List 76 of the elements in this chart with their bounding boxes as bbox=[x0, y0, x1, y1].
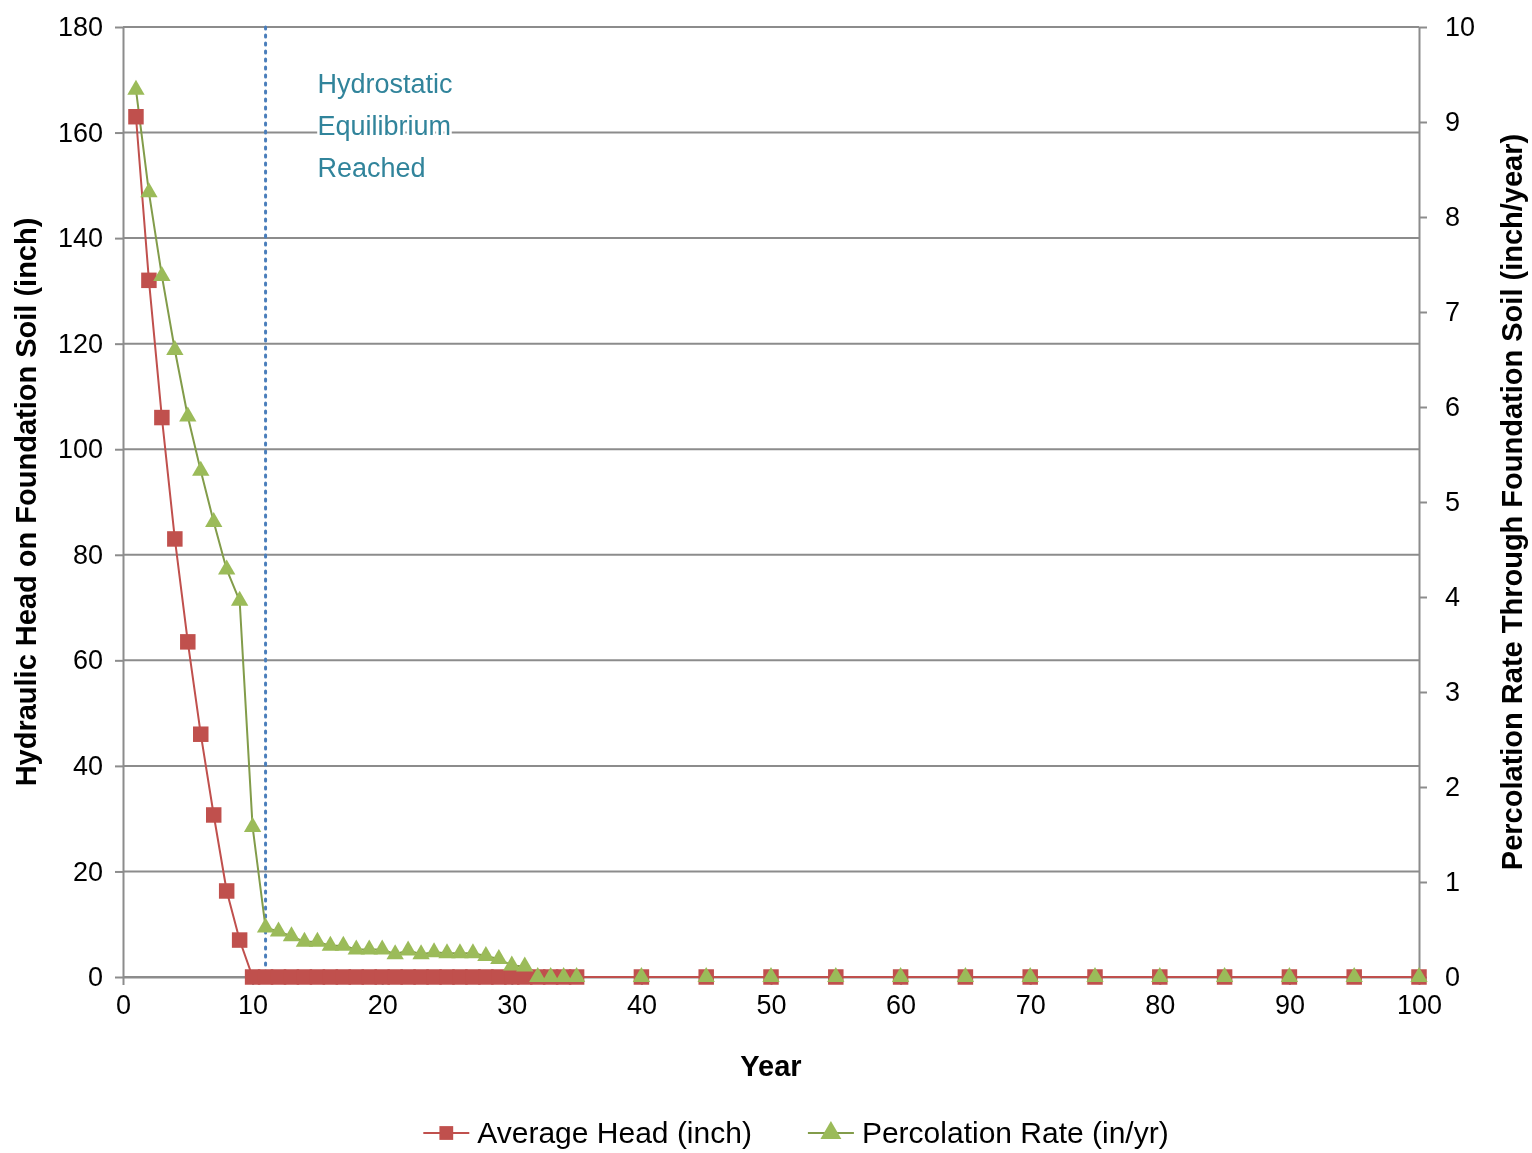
point bbox=[140, 182, 158, 198]
x-tick-label: 50 bbox=[756, 990, 787, 1021]
point bbox=[141, 272, 157, 289]
point bbox=[295, 931, 314, 947]
point bbox=[218, 883, 235, 899]
y2-axis-title: Percolation Rate Through Foundation Soil (inch/year) bbox=[1496, 133, 1528, 871]
y2-tick-label: 2 bbox=[1445, 772, 1461, 803]
x-tick-label: 10 bbox=[238, 990, 269, 1021]
y2-tick-label: 3 bbox=[1445, 677, 1461, 708]
point bbox=[154, 409, 170, 426]
y2-tick-label: 4 bbox=[1445, 582, 1461, 613]
point bbox=[321, 935, 340, 951]
point bbox=[464, 943, 482, 959]
point bbox=[205, 511, 223, 527]
legend-label: Percolation Rate (in/yr) bbox=[861, 1116, 1169, 1149]
point bbox=[334, 935, 352, 951]
y-tick-label: 180 bbox=[57, 12, 103, 43]
y-tick-label: 100 bbox=[57, 434, 103, 465]
y2-tick-label: 8 bbox=[1445, 202, 1461, 233]
y2-tick-label: 6 bbox=[1445, 392, 1461, 423]
point bbox=[127, 79, 145, 95]
x-tick-label: 80 bbox=[1145, 990, 1176, 1021]
x-tick-label: 20 bbox=[367, 990, 398, 1021]
point bbox=[205, 807, 222, 823]
x-tick-label: 30 bbox=[497, 990, 528, 1021]
y2-tick-label: 7 bbox=[1445, 297, 1461, 328]
x-tick-label: 70 bbox=[1015, 990, 1046, 1021]
point bbox=[503, 955, 521, 971]
x-tick-label: 90 bbox=[1274, 990, 1305, 1021]
legend-label: Average Head (inch) bbox=[477, 1116, 752, 1149]
point bbox=[269, 921, 288, 937]
y-tick-label: 40 bbox=[72, 751, 103, 782]
y-axis-title: Hydraulic Head on Foundation Soil (inch) bbox=[10, 217, 42, 787]
point bbox=[231, 932, 248, 948]
x-tick-label: 0 bbox=[115, 990, 132, 1021]
point bbox=[153, 265, 171, 281]
point bbox=[128, 108, 144, 125]
y-tick-label: 0 bbox=[87, 962, 103, 993]
point bbox=[243, 816, 262, 832]
point bbox=[425, 942, 443, 958]
x-tick-label: 100 bbox=[1396, 990, 1443, 1021]
x-tick-label: 60 bbox=[886, 990, 917, 1021]
point bbox=[282, 926, 301, 942]
y-tick-label: 140 bbox=[57, 223, 103, 254]
point bbox=[451, 943, 469, 959]
point bbox=[180, 634, 196, 650]
y-tick-label: 80 bbox=[72, 539, 103, 570]
y2-tick-label: 9 bbox=[1445, 107, 1461, 138]
point bbox=[438, 943, 456, 959]
point bbox=[516, 956, 534, 972]
y-tick-label: 160 bbox=[57, 117, 103, 148]
point bbox=[347, 939, 365, 955]
point bbox=[477, 946, 495, 962]
point bbox=[373, 939, 391, 955]
point bbox=[399, 940, 417, 956]
y2-tick-label: 5 bbox=[1445, 487, 1461, 518]
x-tick-label: 40 bbox=[626, 990, 657, 1021]
point bbox=[179, 406, 197, 422]
x-axis-title: Year bbox=[740, 1050, 802, 1082]
y-tick-label: 120 bbox=[57, 328, 103, 359]
y-tick-label: 60 bbox=[72, 645, 103, 676]
point bbox=[256, 917, 275, 933]
y2-tick-label: 0 bbox=[1445, 962, 1461, 993]
point bbox=[193, 726, 209, 742]
point bbox=[412, 944, 430, 960]
point bbox=[490, 948, 508, 964]
point bbox=[386, 944, 404, 960]
point bbox=[192, 460, 210, 476]
point bbox=[308, 931, 327, 947]
y-tick-label: 20 bbox=[72, 856, 103, 887]
y2-tick-label: 10 bbox=[1445, 12, 1476, 43]
point bbox=[167, 531, 183, 547]
point bbox=[230, 590, 249, 606]
point bbox=[218, 559, 236, 575]
point bbox=[166, 340, 184, 355]
y2-tick-label: 1 bbox=[1445, 867, 1461, 898]
